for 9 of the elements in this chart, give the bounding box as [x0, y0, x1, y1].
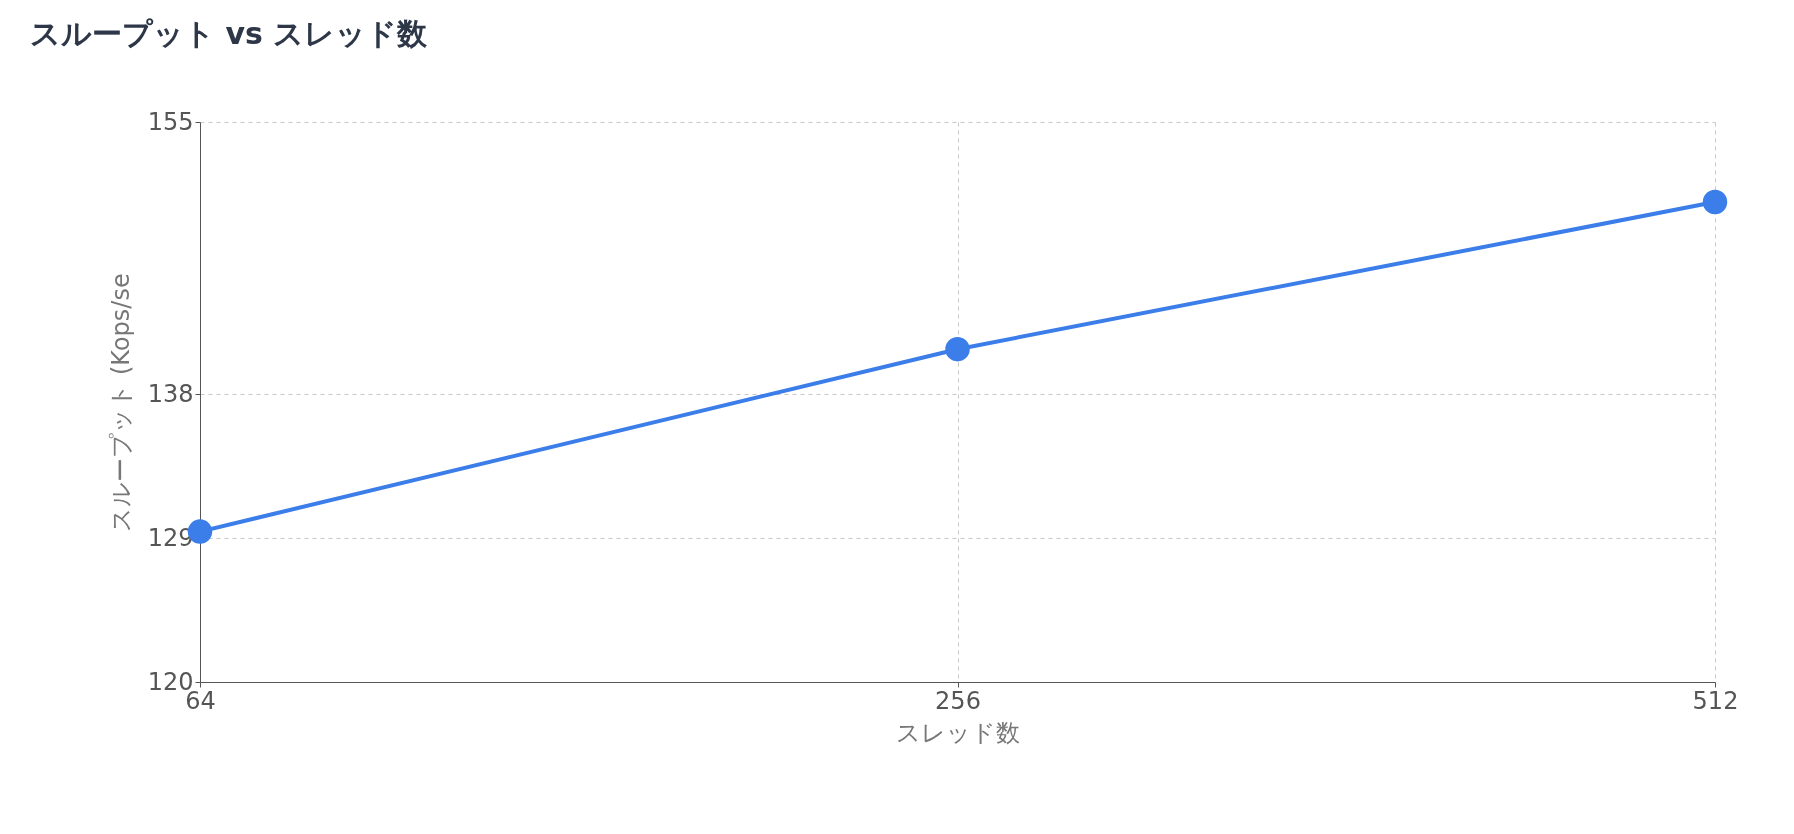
y-tick-label: 138	[147, 379, 194, 408]
y-tick-label: 155	[147, 107, 194, 136]
point	[1702, 189, 1728, 215]
y-axis-title: スループット (Kops/se	[106, 273, 135, 532]
x-tick-label: 512	[1692, 686, 1739, 715]
x-tick-label: 256	[935, 686, 981, 715]
chart-title: スループット vs スレッド数	[30, 16, 429, 51]
x-axis-title: スレッド数	[896, 718, 1020, 747]
point	[945, 336, 970, 362]
